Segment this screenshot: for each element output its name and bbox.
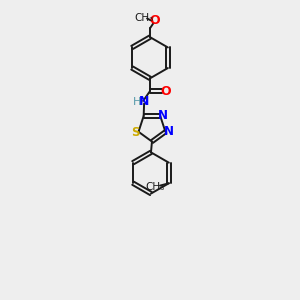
- Text: N: N: [158, 109, 168, 122]
- Text: S: S: [131, 126, 139, 139]
- Text: N: N: [139, 95, 149, 108]
- Text: CH₃: CH₃: [134, 14, 153, 23]
- Text: H: H: [133, 97, 141, 107]
- Text: O: O: [161, 85, 171, 98]
- Text: N: N: [164, 125, 174, 138]
- Text: CH₃: CH₃: [145, 182, 164, 192]
- Text: O: O: [150, 14, 160, 27]
